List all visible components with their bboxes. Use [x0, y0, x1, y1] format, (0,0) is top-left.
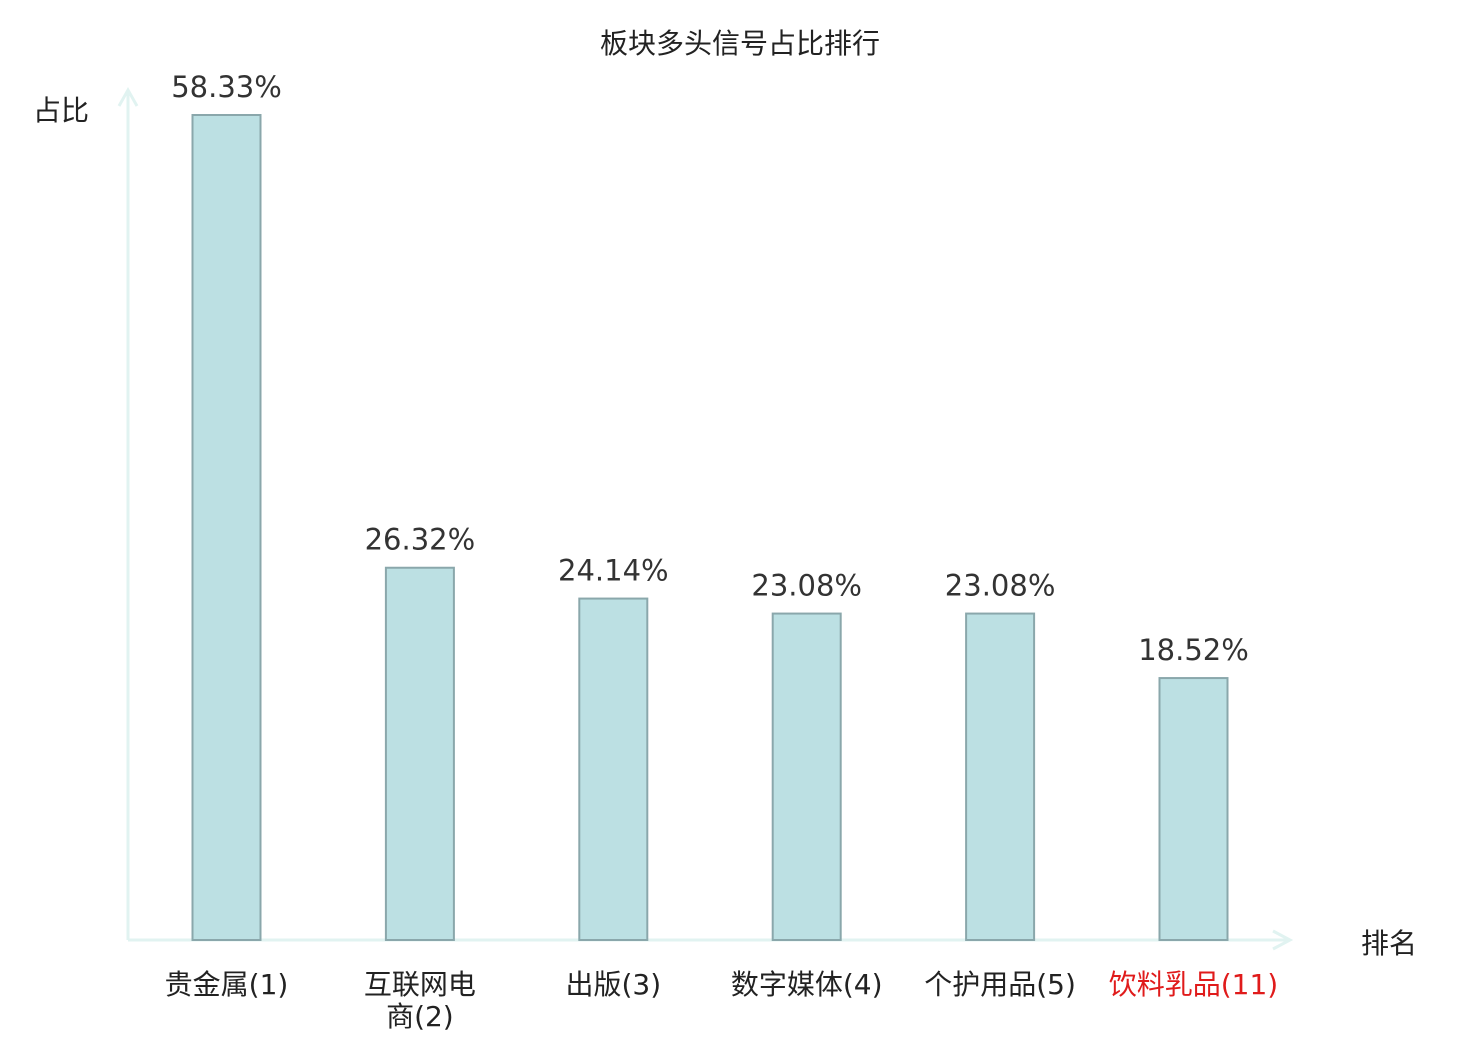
- bar: [191, 114, 262, 941]
- category-label: 出版(3): [565, 968, 661, 1001]
- bar: [965, 612, 1036, 941]
- chart-title: 板块多头信号占比排行: [600, 27, 880, 60]
- bar-value-label: 23.08%: [751, 569, 862, 603]
- bar-value-label: 18.52%: [1138, 633, 1249, 667]
- bar-value-label: 26.32%: [365, 523, 476, 557]
- y-axis-label: 占比: [33, 94, 89, 127]
- axes: [117, 86, 1294, 951]
- bar-value-label: 58.33%: [171, 70, 282, 104]
- category-label: 饮料乳品(11): [1109, 968, 1278, 1001]
- x-axis-arrow-icon: [1272, 929, 1294, 951]
- y-axis-arrow-icon: [117, 86, 139, 107]
- bar-value-label: 23.08%: [945, 569, 1056, 603]
- bar: [384, 566, 455, 941]
- bar: [771, 612, 842, 941]
- bar: [578, 597, 649, 941]
- value-label-group: 58.33% 26.32% 24.14% 23.08% 23.08% 18.52%: [171, 70, 1249, 667]
- category-label: 数字媒体(4): [731, 968, 883, 1001]
- x-axis-label: 排名: [1361, 927, 1417, 960]
- category-label: 互联网电: [364, 968, 476, 1001]
- bar: [1158, 677, 1229, 941]
- category-label: 贵金属(1): [165, 968, 289, 1001]
- bar-series: [191, 114, 1229, 941]
- bar-value-label: 24.14%: [558, 554, 669, 588]
- category-label: 个护用品(5): [924, 968, 1076, 1001]
- category-label: 商(2): [386, 1000, 454, 1033]
